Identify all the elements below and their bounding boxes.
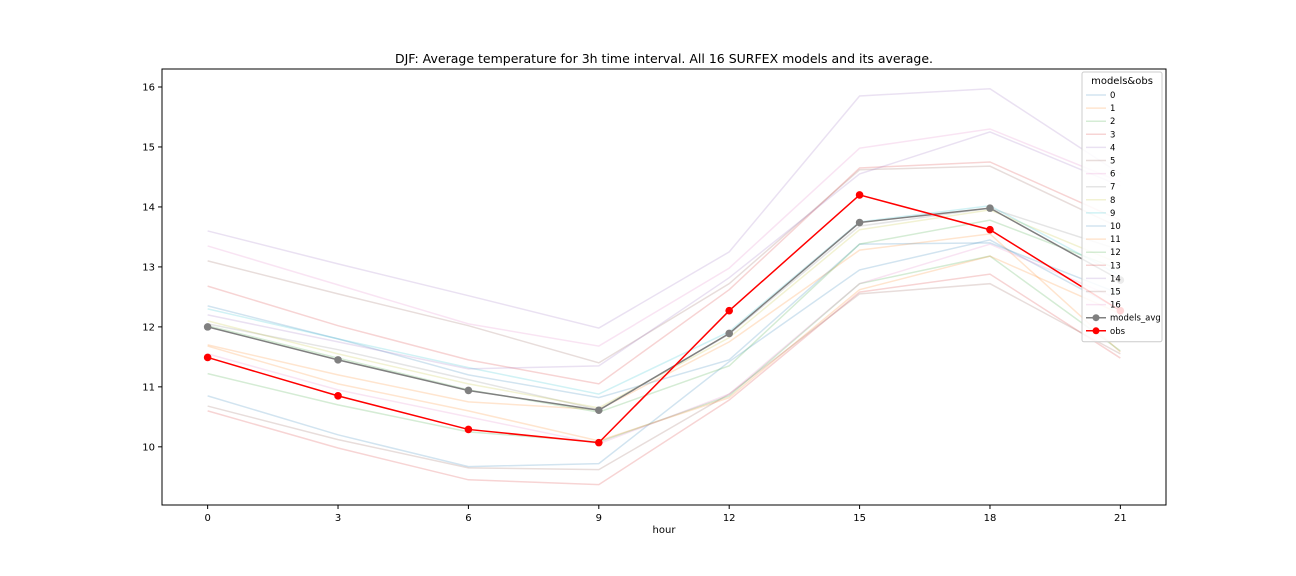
legend-label-16: 16 <box>1110 301 1121 311</box>
data-point-models_avg <box>595 406 603 415</box>
x-tick-label: 3 <box>335 513 341 524</box>
y-tick-label: 11 <box>142 382 155 393</box>
series-line-9 <box>207 204 1121 395</box>
x-tick-label: 15 <box>853 513 866 524</box>
legend-label-11: 11 <box>1110 235 1121 245</box>
legend-marker-obs <box>1092 327 1100 335</box>
legend-label-4: 4 <box>1110 143 1115 153</box>
series-line-3 <box>207 161 1121 385</box>
data-point-models_avg <box>203 323 212 331</box>
series-line-2 <box>207 255 1121 443</box>
legend-marker-models_avg <box>1092 314 1100 322</box>
data-point-obs <box>855 191 864 199</box>
x-tick-label: 0 <box>204 513 210 524</box>
x-tick-label: 6 <box>465 513 471 524</box>
data-point-models_avg <box>334 356 342 364</box>
legend-label-12: 12 <box>1110 248 1121 258</box>
y-tick-label: 15 <box>142 142 155 153</box>
series-line-15 <box>207 282 1121 471</box>
data-point-models_avg <box>986 204 994 212</box>
data-point-obs <box>464 425 473 434</box>
legend: models&obs012345678910111213141516models… <box>1081 71 1163 343</box>
legend-label-6: 6 <box>1110 170 1115 180</box>
y-tick-label: 13 <box>142 262 155 273</box>
series-line-16 <box>207 243 1121 445</box>
y-tick-label: 10 <box>142 442 155 453</box>
series-line-8 <box>207 209 1121 409</box>
series-line-11 <box>207 255 1121 442</box>
series-line-0 <box>207 239 1121 468</box>
x-tick-label: 9 <box>596 513 602 524</box>
y-tick-label: 12 <box>142 322 155 333</box>
legend-label-models_avg: models_avg <box>1110 314 1161 324</box>
series-line-obs <box>207 194 1121 444</box>
series-line-5 <box>207 165 1121 364</box>
legend-label-1: 1 <box>1110 104 1115 114</box>
legend-label-10: 10 <box>1110 222 1121 232</box>
data-point-obs <box>725 306 733 315</box>
series-line-13 <box>207 273 1121 486</box>
y-tick-label: 14 <box>142 202 155 213</box>
legend-label-obs: obs <box>1110 327 1126 337</box>
x-axis-label: hour <box>653 525 677 536</box>
data-point-models_avg <box>464 386 473 395</box>
plot-frame <box>161 68 1167 506</box>
legend-label-13: 13 <box>1110 261 1121 271</box>
legend-box <box>1081 71 1163 343</box>
data-point-obs <box>203 353 212 362</box>
legend-label-14: 14 <box>1110 274 1121 284</box>
series-line-4 <box>207 88 1121 329</box>
data-point-obs <box>986 225 994 234</box>
legend-label-8: 8 <box>1110 196 1115 206</box>
legend-label-3: 3 <box>1110 130 1115 140</box>
series-line-models_avg <box>207 207 1121 412</box>
legend-label-9: 9 <box>1110 209 1115 219</box>
legend-title: models&obs <box>1091 76 1153 87</box>
x-tick-label: 18 <box>984 513 997 524</box>
plot-area <box>203 88 1125 486</box>
legend-label-15: 15 <box>1110 288 1121 298</box>
series-line-6 <box>207 128 1121 347</box>
series-line-14 <box>207 131 1121 370</box>
x-tick-label: 12 <box>723 513 736 524</box>
series-line-10 <box>207 242 1121 399</box>
data-point-models_avg <box>855 218 864 227</box>
data-point-obs <box>334 392 342 400</box>
legend-label-2: 2 <box>1110 117 1115 127</box>
legend-label-0: 0 <box>1110 91 1115 101</box>
data-point-obs <box>595 438 603 447</box>
data-point-models_avg <box>725 329 733 338</box>
series-line-12 <box>207 219 1121 413</box>
y-tick-label: 16 <box>142 82 155 93</box>
chart-title: DJF: Average temperature for 3h time int… <box>395 51 933 66</box>
legend-label-7: 7 <box>1110 183 1115 193</box>
legend-label-5: 5 <box>1110 157 1115 167</box>
x-tick-label: 21 <box>1114 513 1127 524</box>
